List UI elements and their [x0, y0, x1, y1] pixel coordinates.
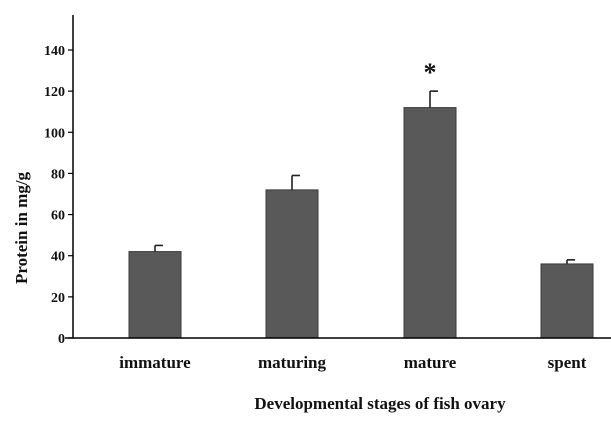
x-category-label: immature — [119, 353, 191, 372]
bar-immature — [129, 252, 181, 338]
significance-marker: * — [424, 58, 437, 87]
y-tick-label: 40 — [51, 250, 65, 265]
y-tick-label: 100 — [44, 126, 65, 141]
y-ticks-layer: 0 20 40 60 80 100 120 140 — [44, 44, 73, 347]
y-tick-label: 20 — [51, 291, 65, 306]
x-category-label: spent — [548, 353, 587, 372]
y-tick-label: 140 — [44, 44, 65, 59]
x-labels-layer: immature maturing mature spent — [119, 353, 586, 372]
bar-spent — [541, 264, 593, 338]
y-tick-label: 120 — [44, 85, 65, 100]
y-axis-title: Protein in mg/g — [12, 171, 31, 284]
annotations-layer: * — [424, 58, 437, 87]
y-tick-label: 80 — [51, 167, 65, 182]
y-tick-label: 0 — [58, 332, 65, 347]
bar-maturing — [266, 190, 318, 338]
x-axis-title: Developmental stages of fish ovary — [254, 394, 506, 413]
x-category-label: mature — [404, 353, 457, 372]
y-tick-label: 60 — [51, 209, 65, 224]
x-category-label: maturing — [258, 353, 327, 372]
bars-layer — [129, 108, 593, 338]
bar-mature — [404, 108, 456, 338]
error-bars-layer — [155, 91, 575, 264]
